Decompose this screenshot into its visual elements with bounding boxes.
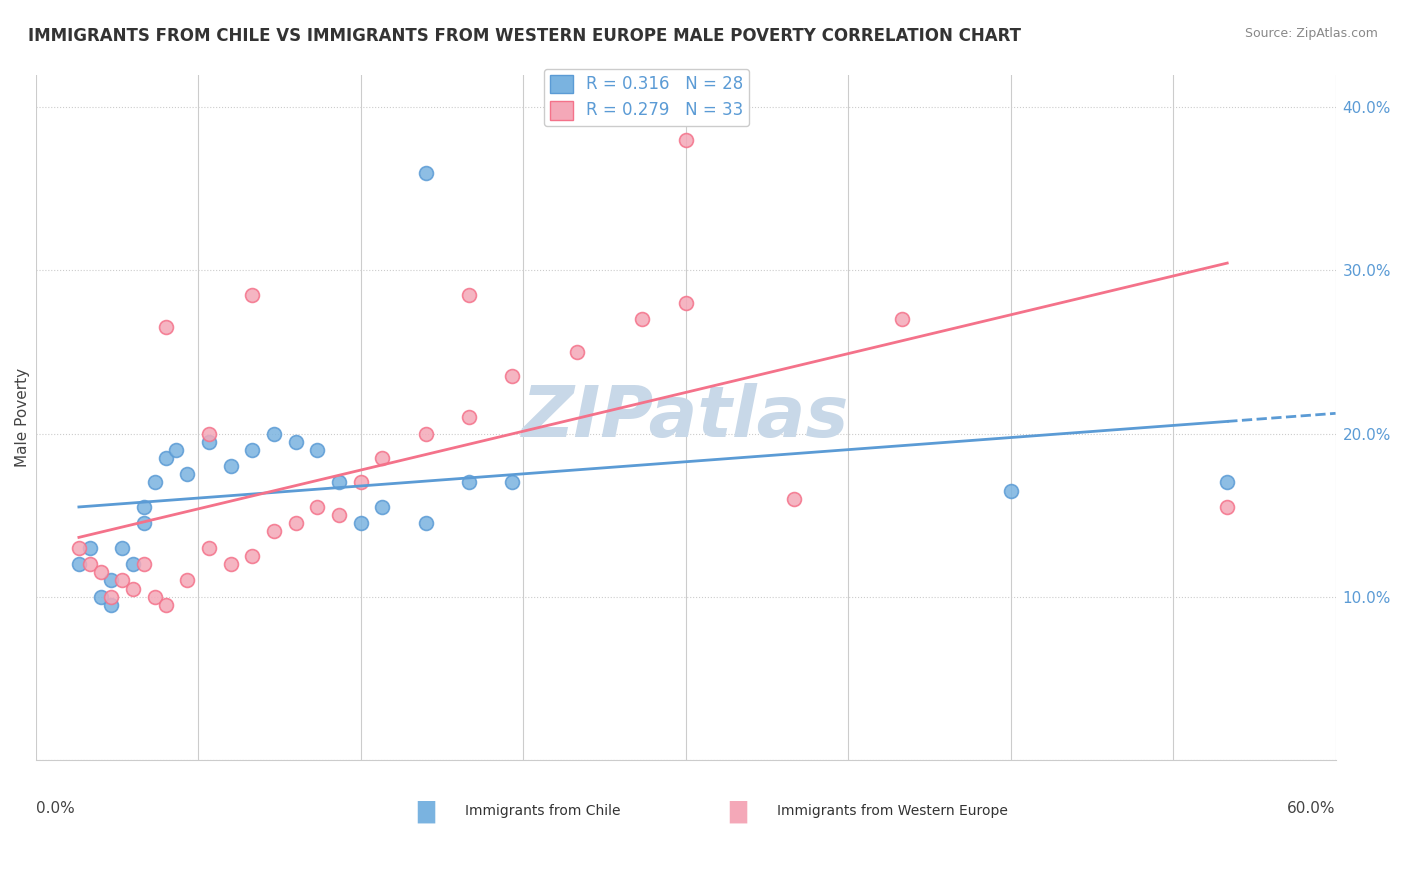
Immigrants from Chile <box>79 541 101 555</box>
Immigrants from Chile <box>349 516 371 531</box>
Immigrants from Chile <box>457 475 479 490</box>
Immigrants from Chile <box>1000 483 1022 498</box>
Immigrants from Chile <box>219 459 242 474</box>
Immigrants from Western Europe <box>263 524 285 539</box>
Immigrants from Western Europe <box>67 541 90 555</box>
Text: 0.0%: 0.0% <box>35 801 75 816</box>
Text: █: █ <box>418 801 434 823</box>
Immigrants from Western Europe <box>501 369 523 384</box>
Immigrants from Western Europe <box>567 345 589 359</box>
Immigrants from Western Europe <box>631 312 654 326</box>
Immigrants from Western Europe <box>132 557 155 571</box>
Text: ZIPatlas: ZIPatlas <box>522 383 849 451</box>
Immigrants from Chile <box>371 500 394 514</box>
Immigrants from Western Europe <box>1216 500 1239 514</box>
Immigrants from Western Europe <box>219 557 242 571</box>
Text: █: █ <box>728 801 747 823</box>
Immigrants from Chile <box>415 165 437 179</box>
Immigrants from Western Europe <box>90 565 112 579</box>
Immigrants from Western Europe <box>675 296 697 310</box>
Immigrants from Chile <box>328 475 350 490</box>
Immigrants from Chile <box>132 500 155 514</box>
Immigrants from Chile <box>263 426 285 441</box>
Immigrants from Western Europe <box>328 508 350 522</box>
Immigrants from Chile <box>67 557 90 571</box>
Immigrants from Western Europe <box>100 590 122 604</box>
Immigrants from Western Europe <box>155 320 177 334</box>
Immigrants from Chile <box>143 475 166 490</box>
Immigrants from Western Europe <box>198 541 221 555</box>
Immigrants from Chile <box>198 434 221 449</box>
Immigrants from Chile <box>501 475 523 490</box>
Immigrants from Western Europe <box>457 410 479 425</box>
Text: Immigrants from Chile: Immigrants from Chile <box>464 805 620 818</box>
Immigrants from Western Europe <box>198 426 221 441</box>
Immigrants from Western Europe <box>143 590 166 604</box>
Immigrants from Western Europe <box>891 312 914 326</box>
Immigrants from Western Europe <box>79 557 101 571</box>
Immigrants from Chile <box>240 442 263 457</box>
Immigrants from Western Europe <box>415 426 437 441</box>
Immigrants from Western Europe <box>284 516 307 531</box>
Immigrants from Chile <box>176 467 198 482</box>
Text: 60.0%: 60.0% <box>1286 801 1336 816</box>
Text: Immigrants from Western Europe: Immigrants from Western Europe <box>776 805 1008 818</box>
Immigrants from Chile <box>90 590 112 604</box>
Y-axis label: Male Poverty: Male Poverty <box>15 368 30 467</box>
Immigrants from Chile <box>122 557 145 571</box>
Immigrants from Chile <box>165 442 187 457</box>
Immigrants from Western Europe <box>349 475 371 490</box>
Immigrants from Western Europe <box>307 500 329 514</box>
Immigrants from Western Europe <box>675 133 697 147</box>
Immigrants from Western Europe <box>783 491 806 506</box>
Immigrants from Western Europe <box>240 288 263 302</box>
Immigrants from Western Europe <box>122 582 145 596</box>
Immigrants from Chile <box>132 516 155 531</box>
Immigrants from Chile <box>415 516 437 531</box>
Immigrants from Chile <box>155 450 177 465</box>
Immigrants from Western Europe <box>371 450 394 465</box>
Immigrants from Chile <box>1216 475 1239 490</box>
Immigrants from Chile <box>100 574 122 588</box>
Immigrants from Western Europe <box>457 288 479 302</box>
Text: IMMIGRANTS FROM CHILE VS IMMIGRANTS FROM WESTERN EUROPE MALE POVERTY CORRELATION: IMMIGRANTS FROM CHILE VS IMMIGRANTS FROM… <box>28 27 1021 45</box>
Immigrants from Chile <box>111 541 134 555</box>
Immigrants from Western Europe <box>176 574 198 588</box>
Immigrants from Western Europe <box>111 574 134 588</box>
Legend: R = 0.316   N = 28, R = 0.279   N = 33: R = 0.316 N = 28, R = 0.279 N = 33 <box>544 69 749 126</box>
Immigrants from Chile <box>100 598 122 612</box>
Immigrants from Chile <box>307 442 329 457</box>
Immigrants from Western Europe <box>240 549 263 563</box>
Immigrants from Western Europe <box>155 598 177 612</box>
Text: Source: ZipAtlas.com: Source: ZipAtlas.com <box>1244 27 1378 40</box>
Immigrants from Chile <box>284 434 307 449</box>
